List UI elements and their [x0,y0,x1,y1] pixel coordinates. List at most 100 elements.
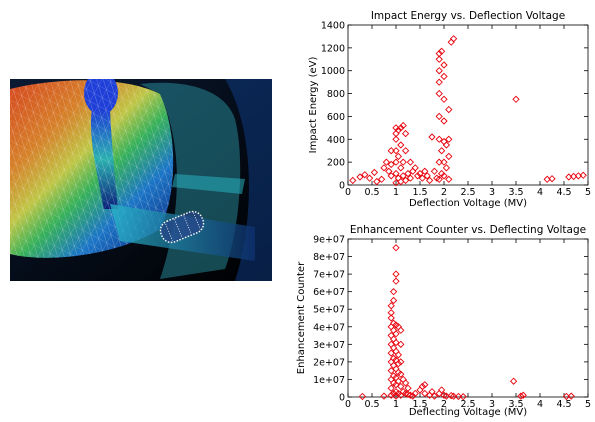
data-point [435,158,443,166]
data-point [397,382,405,391]
data-point [428,133,436,141]
x-tick-label: 1 [393,399,399,410]
data-point [447,38,455,46]
data-point [397,124,405,132]
data-point [509,377,518,385]
data-point [440,61,448,69]
y-axis-label: Enhancement Counter [296,261,307,374]
data-point [428,388,436,396]
data-point [430,392,439,400]
data-point [416,169,424,178]
impact-energy-chart: Impact Energy vs. Deflection Voltage Def… [308,10,591,209]
data-point [387,314,395,322]
y-tick-label: 7e+07 [313,270,345,281]
data-point [421,167,429,175]
data-point [394,360,403,368]
data-point [418,174,427,182]
data-point [440,172,448,180]
data-point [394,351,403,359]
data-point [387,147,395,155]
data-point [435,175,443,183]
x-tick-label: 2 [441,399,447,410]
y-axis-label: Impact Energy (eV) [308,57,319,154]
data-point [517,392,525,400]
data-point [454,392,463,401]
data-point [411,389,419,398]
data-point [413,172,422,180]
data-point [409,392,417,400]
data-point [380,164,388,172]
data-point [430,167,439,175]
data-point [394,126,403,134]
data-point [392,135,400,143]
data-point [392,330,400,338]
data-point [445,152,453,161]
data-point [365,174,374,182]
x-tick-label: 2.5 [460,187,475,198]
y-tick-label: 1400 [321,21,345,32]
data-point [401,176,410,185]
data-point [423,172,431,180]
data-point [389,288,398,296]
data-point [361,171,369,179]
data-point [442,141,451,149]
data-point [449,392,458,400]
data-point [406,158,415,166]
data-point [435,78,443,86]
data-point [404,384,412,392]
data-point [435,89,443,98]
x-tick-label: 1 [393,187,399,198]
axis-ticks: 0 0.5 1 1.5 2 2.5 3 3.5 4 4.5 5 0 200 400 600 800 1000 12… [321,21,591,199]
data-point [411,164,419,172]
data-point [387,391,395,399]
data-point [437,147,446,155]
y-tick-label: 8e+07 [313,252,345,263]
data-point [445,175,453,183]
x-tick-label: 3 [489,399,495,410]
data-point [437,47,446,55]
y-tick-label: 3e+07 [313,340,345,351]
data-point [392,169,400,178]
data-point [401,389,410,398]
data-point [435,67,443,75]
data-point [418,382,427,391]
data-point [425,176,434,185]
data-point [442,164,451,172]
data-point [392,147,400,155]
data-point [437,386,446,394]
data-point [392,158,400,166]
x-tick-label: 1.5 [412,187,427,198]
data-point [459,393,467,401]
chart-title: Impact Energy vs. Deflection Voltage [371,10,565,22]
y-tick-label: 2e+07 [313,357,345,368]
y-tick-label: 5e+07 [313,305,345,316]
data-point [397,358,405,366]
x-tick-label: 4.5 [556,399,571,410]
data-point [449,35,458,43]
y-tick-label: 800 [327,89,345,100]
data-point [349,176,357,185]
simulation-render-image [10,79,272,281]
data-point [440,95,448,103]
data-point [519,391,527,399]
data-point [416,386,424,394]
data-point [377,175,386,183]
y-tick-label: 1e+07 [313,375,345,386]
data-point [394,152,403,161]
data-point [440,117,448,125]
data-point [387,172,395,180]
x-tick-label: 0.5 [364,399,379,410]
data-point [397,177,405,186]
x-tick-label: 3 [489,187,495,198]
data-point [435,112,443,121]
data-point [389,296,398,305]
y-tick-label: 1000 [321,66,345,77]
y-tick-label: 600 [327,112,345,123]
data-point [445,105,453,114]
x-tick-label: 3.5 [508,399,523,410]
data-point [373,177,381,186]
data-point [421,381,429,389]
chart-title: Enhancement Counter vs. Deflecting Volta… [350,224,586,236]
data-points [349,35,587,187]
y-tick-label: 200 [327,158,345,169]
